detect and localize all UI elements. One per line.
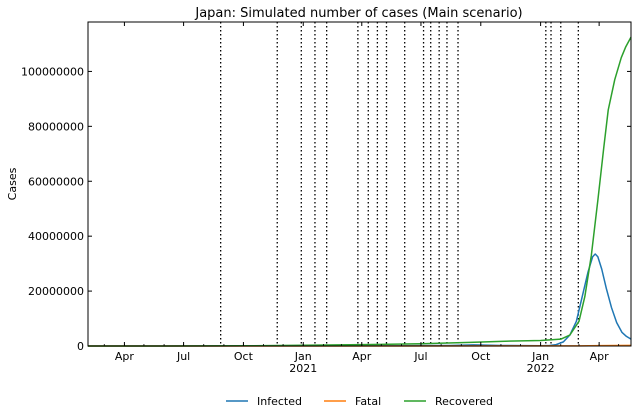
y-tick-label: 40000000 <box>28 230 84 243</box>
legend-label-recovered: Recovered <box>435 395 493 408</box>
legend-label-fatal: Fatal <box>355 395 381 408</box>
chart-title: Japan: Simulated number of cases (Main s… <box>194 6 522 21</box>
x-tick-label: Apr <box>590 350 610 363</box>
plot-area <box>87 21 632 347</box>
y-axis: 0 20000000 40000000 60000000 80000000 1000000… <box>21 65 631 353</box>
x-tick-label: Jul <box>413 350 427 363</box>
x-tick-label: Apr <box>115 350 135 363</box>
plot-frame <box>87 21 632 347</box>
y-tick-label: 100000000 <box>21 65 84 78</box>
x-tick-year-label: 2022 <box>527 362 555 375</box>
vertical-lines <box>220 22 579 346</box>
series-lines <box>87 36 632 347</box>
y-tick-label: 0 <box>77 340 84 353</box>
y-tick-label: 80000000 <box>28 120 84 133</box>
series-line-infected <box>87 253 632 347</box>
x-tick-label: Oct <box>471 350 491 363</box>
legend-label-infected: Infected <box>257 395 302 408</box>
y-tick-label: 20000000 <box>28 285 84 298</box>
y-axis-label: Cases <box>6 167 19 200</box>
x-tick-label: Jan <box>294 350 312 363</box>
y-tick-label: 60000000 <box>28 175 84 188</box>
x-tick-year-label: 2021 <box>289 362 317 375</box>
x-tick-label: Jan <box>531 350 549 363</box>
x-tick-label: Oct <box>234 350 254 363</box>
x-tick-label: Apr <box>352 350 372 363</box>
x-tick-label: Jul <box>176 350 190 363</box>
legend: Infected Fatal Recovered <box>226 395 493 408</box>
series-line-recovered <box>87 36 632 347</box>
